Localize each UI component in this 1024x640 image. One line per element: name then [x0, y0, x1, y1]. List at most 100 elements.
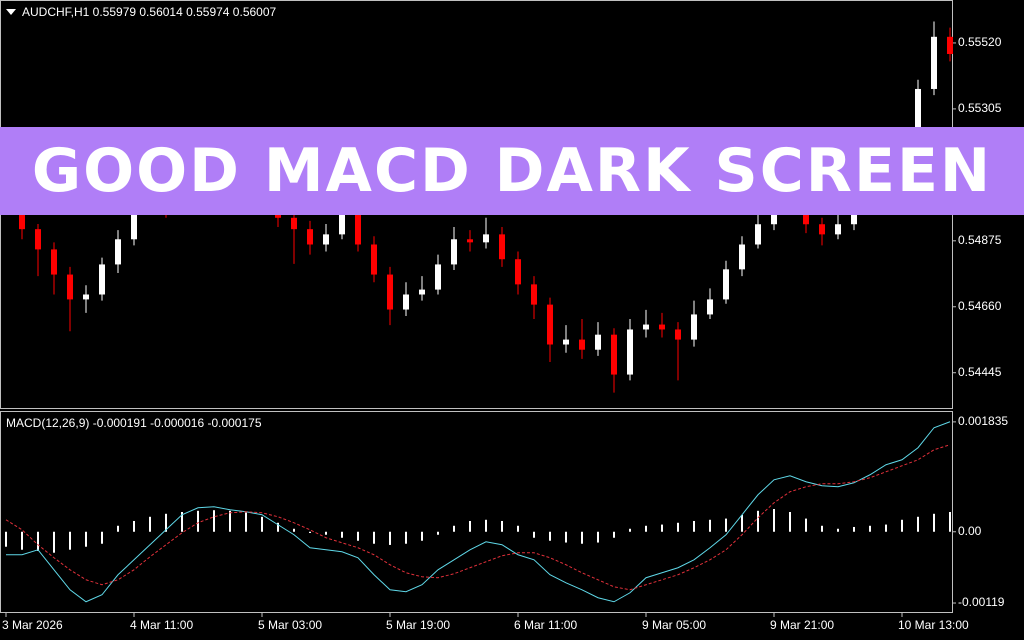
macd-bar: [565, 531, 567, 543]
macd-bar: [725, 518, 727, 532]
x-tick-label: 9 Mar 21:00: [770, 618, 834, 632]
macd-bar: [933, 513, 935, 532]
macd-bar: [421, 531, 423, 541]
macd-bar: [581, 531, 583, 544]
candle-body: [835, 224, 841, 235]
y-tick-label: 0.54875: [958, 233, 1002, 247]
candle-body: [755, 224, 761, 245]
x-tick-label: 5 Mar 19:00: [386, 618, 450, 632]
candle-body: [323, 234, 329, 245]
macd-bar: [341, 531, 343, 538]
candle-body: [467, 239, 473, 243]
macd-bar: [325, 531, 327, 535]
macd-bar: [773, 509, 775, 532]
macd-bar: [485, 519, 487, 532]
macd-bar: [101, 531, 103, 544]
macd-bar: [709, 519, 711, 532]
candle-body: [307, 229, 313, 245]
x-tick-label: 6 Mar 11:00: [514, 618, 577, 632]
x-tick-label: 5 Mar 03:00: [258, 618, 322, 632]
banner-text: GOOD MACD DARK SCREEN: [31, 136, 993, 206]
candle-body: [515, 259, 521, 285]
candle-body: [771, 209, 777, 225]
candle-body: [355, 214, 361, 245]
macd-bar: [5, 531, 7, 547]
macd-bar: [901, 519, 903, 532]
candle-body: [419, 289, 425, 295]
signal-line: [5, 444, 951, 591]
macd-bar: [917, 516, 919, 532]
macd-bar: [517, 525, 519, 532]
candle-body: [371, 244, 377, 275]
macd-bar: [597, 531, 599, 543]
candle-body: [99, 264, 105, 295]
candle-body: [579, 339, 585, 350]
candle-body: [291, 217, 297, 230]
y-tick-label: 0.55520: [958, 35, 1002, 49]
candle-body: [115, 239, 121, 265]
macd-bar: [533, 531, 535, 538]
x-tick-label: 9 Mar 05:00: [642, 618, 706, 632]
macd-bar: [197, 510, 199, 532]
candle-body: [435, 264, 441, 290]
macd-bar: [277, 522, 279, 532]
macd-bar: [309, 531, 311, 533]
candle-body: [483, 234, 489, 243]
candle-body: [659, 324, 665, 330]
macd-bar: [853, 526, 855, 532]
candle-body: [707, 299, 713, 315]
candle-body: [819, 224, 825, 235]
candle-body: [947, 36, 953, 54]
macd-bar: [821, 525, 823, 532]
y-tick-label: 0.00: [958, 524, 982, 538]
macd-bar: [453, 525, 455, 532]
macd-pane-border: [0, 411, 953, 613]
macd-bar: [85, 531, 87, 547]
macd-bar: [885, 524, 887, 532]
candle-body: [611, 334, 617, 375]
macd-bar: [117, 525, 119, 532]
macd-bar: [629, 528, 631, 532]
banner: GOOD MACD DARK SCREEN: [0, 127, 1024, 215]
macd-bar: [837, 528, 839, 532]
candle-body: [691, 314, 697, 340]
candle-body: [403, 294, 409, 310]
candle-body: [51, 249, 57, 275]
y-tick-label: 0.54445: [958, 365, 1002, 379]
candle-body: [499, 234, 505, 260]
main-title: AUDCHF,H1 0.55979 0.56014 0.55974 0.5600…: [22, 5, 277, 19]
y-tick-label: 0.55305: [958, 101, 1002, 115]
macd-bar: [501, 520, 503, 532]
macd-bar: [469, 520, 471, 532]
macd-bar: [405, 531, 407, 544]
macd-bar: [357, 531, 359, 541]
y-tick-label: -0.00119: [958, 595, 1005, 609]
macd-bar: [437, 531, 439, 535]
macd-bar: [789, 512, 791, 532]
candle-body: [675, 329, 681, 340]
macd-line: [6, 421, 951, 603]
menu-arrow[interactable]: [6, 9, 16, 15]
candle-body: [531, 284, 537, 305]
macd-bar: [149, 516, 151, 532]
macd-bar: [37, 531, 39, 551]
candle-body: [723, 269, 729, 300]
candle-body: [563, 339, 569, 345]
candle-body: [83, 294, 89, 300]
candle-body: [339, 214, 345, 235]
macd-bar: [53, 531, 55, 553]
candle-body: [451, 239, 457, 265]
macd-bar: [693, 520, 695, 532]
macd-bar: [869, 525, 871, 532]
macd-bar: [549, 531, 551, 541]
macd-bar: [805, 518, 807, 532]
x-tick-label: 10 Mar 13:00: [898, 618, 969, 632]
candle-body: [35, 229, 41, 250]
macd-bar: [181, 512, 183, 532]
macd-bar: [949, 512, 951, 532]
macd-bar: [293, 528, 295, 532]
candle-body: [627, 329, 633, 375]
candle-body: [643, 324, 649, 330]
